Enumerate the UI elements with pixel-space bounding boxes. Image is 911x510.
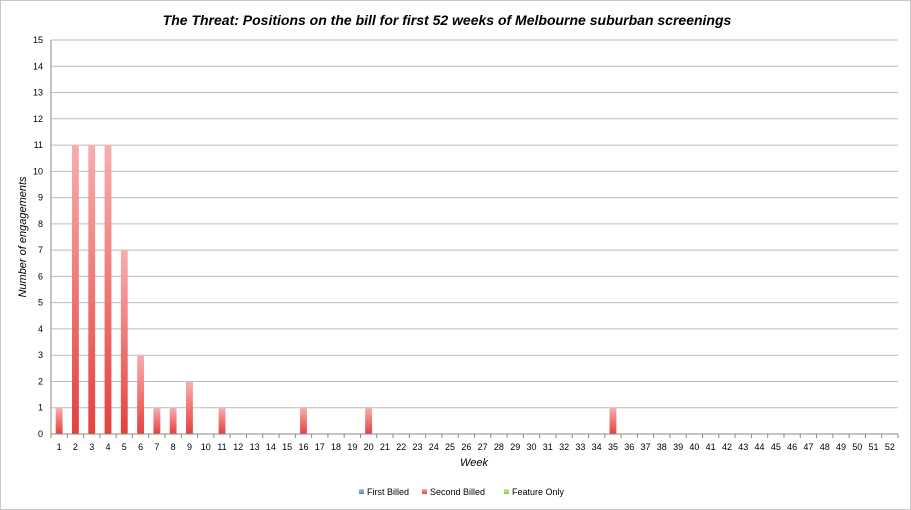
x-tick-label: 39 (673, 442, 683, 452)
x-tick-label: 3 (89, 442, 94, 452)
bar-second-billed-week-8 (169, 407, 177, 434)
x-tick-label: 31 (543, 442, 553, 452)
x-tick-label: 29 (510, 442, 520, 452)
x-tick-label: 6 (138, 442, 143, 452)
x-tick-label: 30 (527, 442, 537, 452)
x-tick-label: 16 (298, 442, 308, 452)
y-tick-label: 10 (33, 166, 43, 176)
x-tick-label: 28 (494, 442, 504, 452)
x-tick-label: 49 (836, 442, 846, 452)
x-tick-label: 18 (331, 442, 341, 452)
x-tick-label: 42 (722, 442, 732, 452)
x-tick-label: 5 (122, 442, 127, 452)
x-tick-label: 26 (461, 442, 471, 452)
x-tick-label: 33 (575, 442, 585, 452)
bar-second-billed-week-20 (365, 407, 373, 434)
x-tick-label: 43 (738, 442, 748, 452)
y-tick-label: 14 (33, 61, 43, 71)
x-tick-label: 8 (171, 442, 176, 452)
legend-swatch-second-billed (422, 489, 427, 494)
x-tick-label: 12 (233, 442, 243, 452)
bar-second-billed-week-11 (218, 407, 226, 434)
y-tick-label: 11 (34, 140, 43, 150)
y-tick-label: 5 (38, 298, 43, 308)
y-tick-label: 9 (38, 193, 43, 203)
x-tick-label: 36 (624, 442, 634, 452)
x-tick-label: 50 (852, 442, 862, 452)
x-tick-label: 13 (250, 442, 260, 452)
legend-swatch-feature-only (504, 489, 509, 494)
x-tick-label: 24 (429, 442, 439, 452)
y-tick-label: 13 (33, 88, 43, 98)
bars (55, 145, 617, 435)
x-tick-label: 37 (641, 442, 651, 452)
x-tick-label: 51 (869, 442, 879, 452)
x-tick-labels: 1 2 3 4 5 6 7 8 9 10 11 12 13 14 15 16 17 18 19 20 21 22 23 24 2… (57, 442, 895, 452)
bar-second-billed-week-16 (300, 407, 307, 434)
y-tick-label: 0 (38, 429, 43, 439)
x-tick-label: 11 (217, 442, 226, 452)
y-tick-label: 12 (33, 114, 43, 124)
legend-label-feature-only: Feature Only (512, 487, 565, 497)
x-tick-label: 9 (187, 442, 192, 452)
bar-second-billed-week-7 (153, 407, 161, 434)
legend-label-second-billed: Second Billed (430, 487, 485, 497)
x-tick-label: 14 (266, 442, 276, 452)
x-tick-label: 40 (689, 442, 699, 452)
y-tick-label: 7 (38, 245, 43, 255)
x-tick-label: 23 (412, 442, 422, 452)
bar-second-billed-week-4 (104, 145, 112, 435)
x-tick-label: 20 (364, 442, 374, 452)
x-tick-label: 17 (315, 442, 325, 452)
bar-second-billed-week-1 (55, 407, 63, 434)
y-tick-label: 8 (38, 219, 43, 229)
x-tick-label: 4 (106, 442, 111, 452)
x-tick-label: 15 (282, 442, 292, 452)
x-tick-label: 21 (380, 442, 390, 452)
x-tick-label: 32 (559, 442, 569, 452)
x-tick-label: 25 (445, 442, 455, 452)
x-tick-label: 19 (347, 442, 357, 452)
bar-second-billed-week-9 (186, 381, 193, 434)
chart-title: The Threat: Positions on the bill for fi… (163, 12, 732, 28)
legend-swatch-first-billed (359, 489, 364, 494)
legend: First Billed Second Billed Feature Only (359, 487, 565, 497)
y-tick-label: 6 (38, 271, 43, 281)
y-tick-label: 15 (33, 35, 43, 45)
x-tick-label: 52 (885, 442, 895, 452)
x-tick-label: 7 (154, 442, 159, 452)
x-tick-label: 1 (57, 442, 62, 452)
x-tick-label: 45 (771, 442, 781, 452)
x-axis-label: Week (460, 457, 488, 469)
x-tick-label: 38 (657, 442, 667, 452)
y-tick-label: 3 (38, 350, 43, 360)
x-tick-label: 22 (396, 442, 406, 452)
x-tick-label: 35 (608, 442, 618, 452)
y-axis-label: Number of engagements (17, 176, 29, 298)
x-tick-label: 27 (478, 442, 488, 452)
x-tick-label: 47 (803, 442, 813, 452)
x-tick-label: 10 (201, 442, 211, 452)
y-tick-label: 2 (38, 376, 43, 386)
bar-second-billed-week-3 (88, 145, 96, 435)
x-tick-label: 34 (592, 442, 602, 452)
x-tick-label: 44 (755, 442, 765, 452)
x-tick-label: 41 (706, 442, 716, 452)
y-tick-label: 4 (38, 324, 43, 334)
x-tick-label: 48 (820, 442, 830, 452)
bar-second-billed-week-35 (609, 407, 617, 434)
bar-second-billed-week-6 (137, 355, 145, 434)
axes (50, 40, 899, 438)
x-tick-label: 46 (787, 442, 797, 452)
legend-label-first-billed: First Billed (367, 487, 409, 497)
gridlines (51, 39, 898, 409)
bar-second-billed-week-5 (120, 250, 128, 434)
y-tick-label: 1 (38, 403, 43, 413)
bar-second-billed-week-2 (72, 145, 79, 435)
x-tick-label: 2 (73, 442, 78, 452)
